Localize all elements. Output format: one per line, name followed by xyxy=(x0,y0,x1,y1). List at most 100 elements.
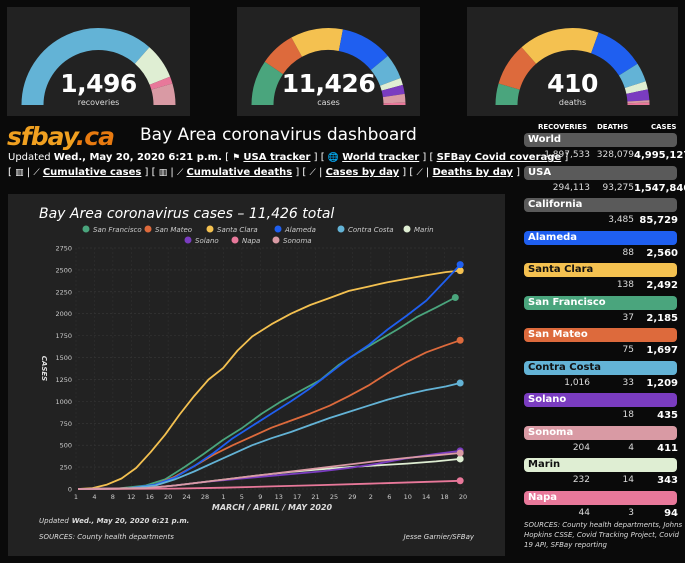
legend-swatch xyxy=(272,236,280,244)
gauge-segment xyxy=(624,81,648,94)
x-tick-label: 17 xyxy=(293,493,301,501)
series-line-san-francisco xyxy=(77,296,456,490)
gauge-cases-label: cases xyxy=(317,98,340,107)
legend-label: Sonoma xyxy=(283,237,312,245)
series-line-sonoma xyxy=(77,452,461,490)
legend-label: Napa xyxy=(242,237,260,245)
globe-icon: 🌐 xyxy=(327,153,340,163)
y-tick-label: 0 xyxy=(68,486,72,494)
cumulative-deaths-link[interactable]: Cumulative deaths xyxy=(186,167,293,178)
region-values: 18 435 xyxy=(524,410,679,422)
region-name: Marin xyxy=(528,459,561,470)
chart-title: Bay Area coronavirus cases – 11,426 tota… xyxy=(39,206,334,222)
region-bar-san-francisco: San Francisco xyxy=(524,295,677,310)
x-tick-label: 20 xyxy=(459,493,467,501)
y-tick-label: 1500 xyxy=(55,354,72,362)
x-tick-label: 10 xyxy=(404,493,412,501)
x-tick-label: 29 xyxy=(348,493,356,501)
x-tick-label: 25 xyxy=(330,493,338,501)
gauge-segment xyxy=(151,83,176,106)
x-tick-label: 1 xyxy=(221,493,225,501)
deaths-by-day-link[interactable]: Deaths by day xyxy=(432,167,513,178)
y-axis-label: CASES xyxy=(40,356,48,381)
sidebar-sources: SOURCES: County health departments, John… xyxy=(524,521,683,549)
region-bar-napa: Napa xyxy=(524,490,677,505)
x-axis-label: MARCH / APRIL / MAY 2020 xyxy=(212,503,333,512)
region-cases: 343 xyxy=(657,475,678,486)
region-deaths: 138 xyxy=(616,280,634,290)
updated-line: Updated Wed., May 20, 2020 6:21 p.m. [ ⚑… xyxy=(8,152,569,163)
cases-chart-svg: Bay Area coronavirus cases – 11,426 tota… xyxy=(39,206,475,541)
y-tick-label: 1750 xyxy=(55,332,72,340)
x-tick-label: 4 xyxy=(92,493,96,501)
region-deaths: 88 xyxy=(622,247,634,258)
region-values: 37 2,185 xyxy=(524,313,679,325)
region-bar-solano: Solano xyxy=(524,393,677,407)
header-cases: CASES xyxy=(651,123,677,131)
x-tick-label: 1 xyxy=(74,493,78,501)
region-name: California xyxy=(528,199,583,210)
region-recoveries: 204 xyxy=(572,442,590,453)
region-values: 294,113 93,275 1,547,840 xyxy=(524,183,685,195)
cases-by-day-link[interactable]: Cases by day xyxy=(325,167,400,178)
x-tick-label: 6 xyxy=(387,493,391,501)
series-end-point xyxy=(456,336,464,344)
legend-label: Alameda xyxy=(284,226,316,234)
region-deaths: 328,079 xyxy=(596,150,634,160)
usa-tracker-link[interactable]: USA tracker xyxy=(243,152,311,163)
header-recoveries: RECOVERIES xyxy=(538,123,588,131)
gauge-segment xyxy=(149,76,173,90)
region-deaths: 3 xyxy=(628,507,634,518)
region-recoveries: 1,016 xyxy=(564,377,590,388)
region-name: Napa xyxy=(528,491,558,503)
legend-label: Santa Clara xyxy=(217,226,258,234)
legend-swatch xyxy=(144,225,152,233)
region-name: Sonoma xyxy=(528,426,574,438)
cumulative-cases-link[interactable]: Cumulative cases xyxy=(42,167,142,178)
region-cases: 85,729 xyxy=(639,215,678,226)
x-tick-label: 28 xyxy=(201,493,209,501)
region-bar-marin: Marin xyxy=(524,458,677,472)
sfbay-covid-coverage-link[interactable]: SFBay Covid coverage xyxy=(436,152,562,163)
gauge-recoveries-value: 1,496 xyxy=(60,69,137,98)
gauge-segment xyxy=(291,28,343,58)
legend-swatch xyxy=(231,236,239,244)
world-tracker-link[interactable]: World tracker xyxy=(342,152,420,163)
region-name: San Francisco xyxy=(528,296,606,308)
cases-chart: Bay Area coronavirus cases – 11,426 tota… xyxy=(8,194,505,556)
region-values: 75 1,697 xyxy=(524,345,679,357)
gauge-cases-value: 11,426 xyxy=(281,69,376,98)
chart-updated-date: Wed., May 20, 2020 6:21 p.m. xyxy=(72,517,190,525)
gauge-segment xyxy=(379,78,403,91)
region-values: 1,016 33 1,209 xyxy=(524,378,679,390)
series-end-point xyxy=(456,379,464,387)
region-values: 204 4 411 xyxy=(524,443,679,455)
x-tick-label: 13 xyxy=(275,493,283,501)
series-line-santa-clara xyxy=(77,269,461,490)
region-name: San Mateo xyxy=(528,329,588,340)
header-deaths: DEATHS xyxy=(597,123,629,131)
legend-label: San Mateo xyxy=(155,226,192,234)
y-tick-label: 250 xyxy=(60,464,72,472)
region-values: 44 3 94 xyxy=(524,508,679,520)
gauge-segment xyxy=(590,32,638,76)
region-values: 1,897,533 328,079 4,995,127 xyxy=(524,150,685,162)
region-name: Santa Clara xyxy=(528,264,594,275)
region-bar-sonoma: Sonoma xyxy=(524,425,677,440)
line-chart-icon: ⟋ xyxy=(176,168,184,178)
region-bar-usa: USA xyxy=(524,165,677,180)
chart-updated-prefix: Updated xyxy=(39,517,69,525)
x-tick-label: 20 xyxy=(164,493,172,501)
region-bar-alameda: Alameda xyxy=(524,230,677,245)
page-title: Bay Area coronavirus dashboard xyxy=(140,125,417,145)
series-end-point xyxy=(456,267,464,275)
gauge-segment xyxy=(382,93,406,104)
gauge-deaths-arc xyxy=(495,28,650,106)
region-values: 3,485 85,729 xyxy=(524,215,679,227)
legend-swatch xyxy=(403,225,411,233)
gauge-segment xyxy=(338,29,388,71)
region-cases: 411 xyxy=(657,442,678,454)
sfbay-logo[interactable]: sfbay.ca xyxy=(7,122,115,151)
series-end-point xyxy=(456,477,464,485)
gauge-segment xyxy=(626,89,650,102)
